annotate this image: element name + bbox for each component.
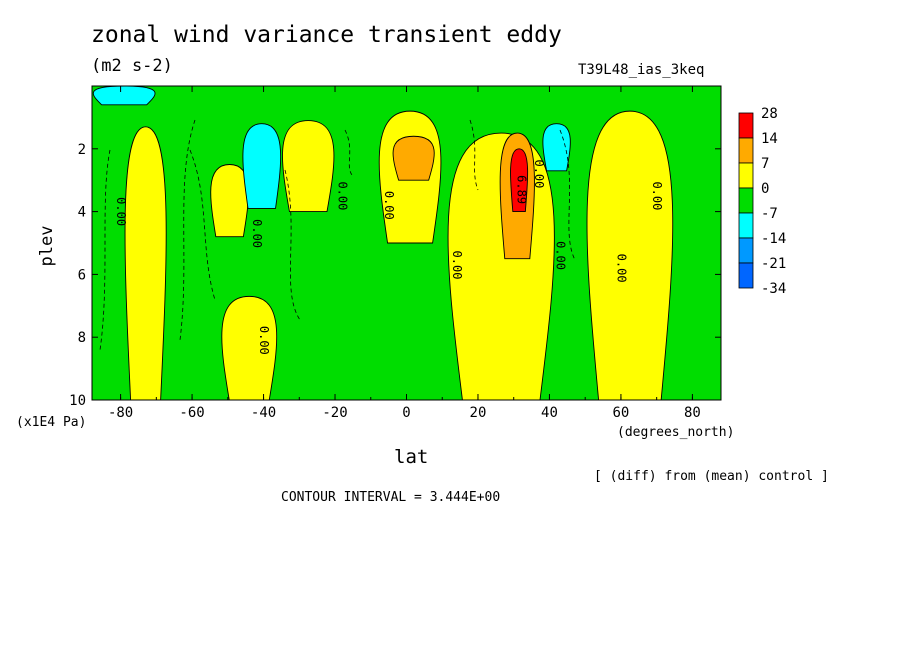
negative-contours (99, 119, 576, 351)
colorbar-swatch (738, 187, 754, 214)
contour-label: 0.00 (532, 159, 546, 188)
plot-area: 0.00 0.00 0.00 0.00 0.00 0.00 6.89 0.00 0.00 0.00… (92, 86, 721, 400)
colorbar-label: 28 (761, 106, 778, 122)
chart-title: zonal wind variance transient eddy (91, 22, 562, 48)
colorbar-label: -7 (761, 206, 778, 222)
y-axis-units: (x1E4 Pa) (16, 415, 87, 430)
y-tick-label: 2 (78, 142, 86, 158)
x-axis-units: (degrees_north) (617, 425, 735, 440)
colorbar-label: -14 (761, 231, 786, 247)
contour-region (282, 120, 335, 213)
contour-label: 0.00 (554, 241, 568, 270)
chart-units: (m2 s-2) (91, 56, 173, 76)
x-tick-label: 60 (613, 405, 630, 421)
colorbar-label: 14 (761, 131, 778, 147)
contour-region (510, 148, 529, 213)
contour-region (124, 126, 167, 400)
x-tick-label: 0 (402, 405, 410, 421)
colorbar-swatch (738, 162, 754, 189)
x-tick-label: 20 (470, 405, 487, 421)
contour-region (242, 123, 282, 209)
colorbar-label: 7 (761, 156, 769, 172)
x-tick-label: -80 (108, 405, 133, 421)
x-tick-label: -60 (179, 405, 204, 421)
x-tick-label: 40 (541, 405, 558, 421)
contour-region (92, 86, 156, 106)
colorbar-label: -34 (761, 281, 786, 297)
contour-region (542, 123, 571, 172)
contour-label: 0.00 (382, 191, 396, 220)
contour-interval: CONTOUR INTERVAL = 3.444E+00 (281, 490, 501, 505)
x-tick-label: -20 (322, 405, 347, 421)
case-label: T39L48_ias_3keq (578, 62, 705, 78)
contour-label: 6.89 (514, 175, 528, 204)
y-tick-label: 10 (69, 393, 86, 409)
contour-region (210, 164, 249, 238)
y-tick-label: 4 (78, 205, 86, 221)
colorbar-swatch (738, 212, 754, 239)
x-tick-label: 80 (684, 405, 701, 421)
contour-label: 0.00 (614, 254, 628, 283)
contour-label: 0.00 (257, 326, 271, 355)
y-tick-label: 8 (78, 330, 86, 346)
colorbar-swatch (738, 262, 754, 289)
colorbar-label: -21 (761, 256, 786, 272)
contour-region (586, 110, 674, 400)
contour-region (392, 135, 435, 181)
x-tick-label: -40 (251, 405, 276, 421)
colorbar-swatch (738, 137, 754, 164)
colorbar-swatch (738, 112, 754, 139)
x-axis-label: lat (394, 446, 429, 468)
contour-label: 0.00 (450, 251, 464, 280)
contour-label: 0.00 (114, 197, 128, 226)
y-tick-label: 6 (78, 267, 86, 283)
colorbar-swatch (738, 237, 754, 264)
colorbar-label: 0 (761, 181, 769, 197)
contour-region (221, 295, 278, 400)
contour-label: 0.00 (250, 219, 264, 248)
contour-label: 0.00 (650, 181, 664, 210)
diff-note: [ (diff) from (mean) control ] (594, 469, 829, 484)
contour-label: 0.00 (336, 181, 350, 210)
